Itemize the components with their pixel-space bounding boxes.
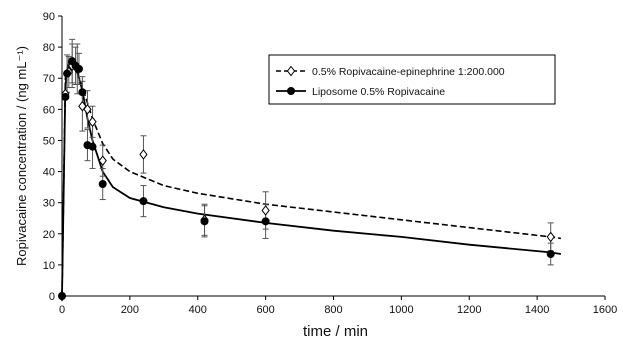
y-tick-label: 70 — [43, 73, 55, 85]
x-tick-label: 400 — [189, 304, 207, 316]
y-tick-label: 60 — [43, 104, 55, 116]
y-tick-label: 0 — [49, 291, 55, 303]
data-point-diamond — [261, 205, 270, 216]
data-point-circle — [88, 142, 97, 151]
x-tick-label: 0 — [59, 304, 65, 316]
x-tick-label: 600 — [256, 304, 274, 316]
data-point-circle — [200, 217, 209, 226]
x-tick-label: 1000 — [389, 304, 413, 316]
legend-marker-open-diamond — [286, 65, 296, 77]
data-markers — [57, 57, 555, 302]
data-point-diamond — [88, 116, 97, 128]
y-tick-label: 20 — [43, 229, 55, 241]
legend-marker-filled-circle — [287, 87, 295, 95]
x-tick-label: 1400 — [525, 304, 549, 316]
data-point-circle — [261, 217, 270, 226]
legend-label-series-1: 0.5% Ropivacaine-epinephrine 1:200.000 — [312, 66, 505, 78]
x-axis-title: time / min — [303, 323, 368, 340]
y-axis-title: Ropivacaine concentration / (ng mL⁻¹) — [14, 46, 29, 266]
data-point-diamond — [139, 149, 148, 160]
data-point-circle — [546, 250, 555, 258]
x-tick-label: 1600 — [593, 304, 617, 316]
x-tick-label: 1200 — [457, 304, 481, 316]
data-point-circle — [63, 69, 72, 78]
error-bars — [64, 38, 554, 266]
y-tick-label: 50 — [43, 135, 55, 147]
data-point-diamond — [83, 104, 92, 115]
legend-label-series-2: Liposome 0.5% Ropivacaine — [312, 86, 445, 98]
y-tick-label: 90 — [43, 11, 55, 23]
data-point-circle — [98, 180, 107, 188]
legend: 0.5% Ropivacaine-epinephrine 1:200.000 L… — [268, 54, 556, 105]
y-tick-label: 80 — [43, 42, 55, 54]
data-point-circle — [58, 292, 66, 300]
data-point-circle — [61, 92, 70, 101]
x-tick-label: 800 — [324, 304, 342, 316]
data-point-diamond — [98, 155, 107, 166]
legend-box — [268, 54, 556, 105]
y-tick-label: 30 — [43, 198, 55, 210]
data-point-circle — [74, 64, 83, 73]
data-point-diamond — [546, 231, 555, 243]
axes: 0 10 20 30 40 50 60 70 80 90 0 200 400 600 800 1000 1200… — [43, 11, 617, 316]
x-tick-label: 200 — [121, 304, 139, 316]
y-tick-label: 40 — [43, 167, 55, 179]
data-point-circle — [139, 197, 148, 206]
y-tick-label: 10 — [43, 260, 55, 272]
data-point-circle — [78, 88, 87, 97]
